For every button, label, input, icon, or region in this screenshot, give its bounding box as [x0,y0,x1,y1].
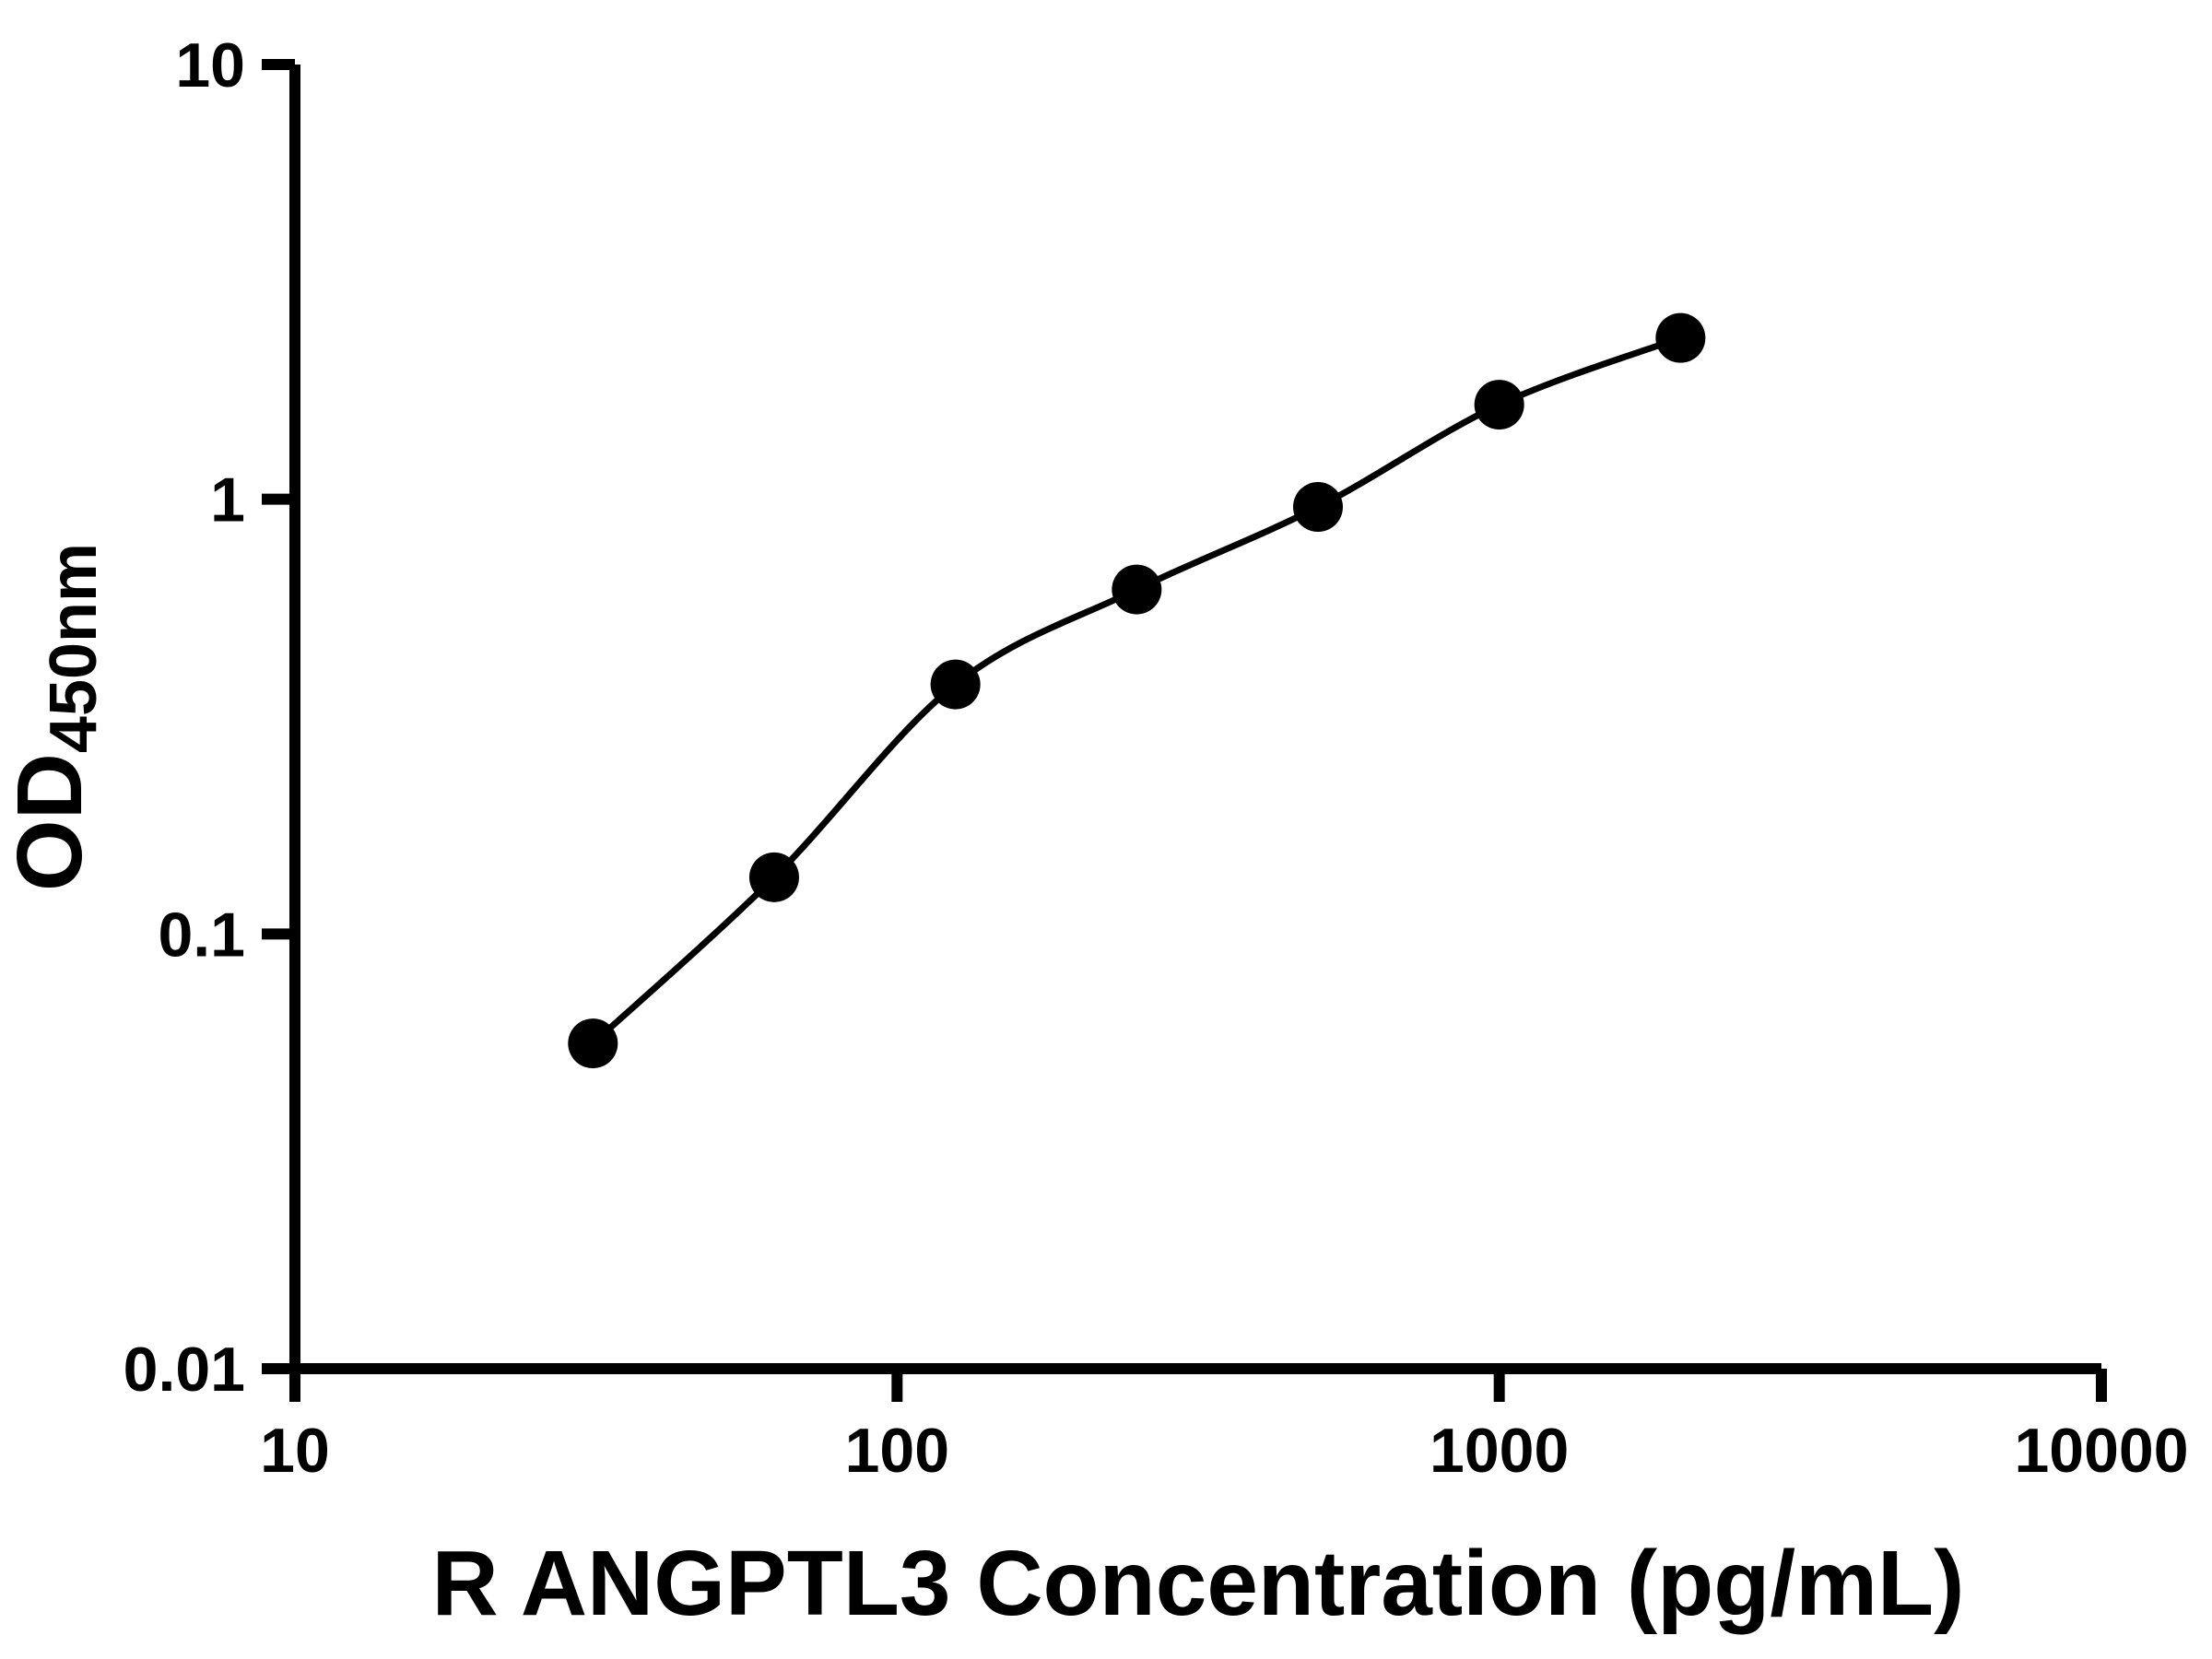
x-tick-label: 1000 [1430,1416,1569,1486]
y-axis-title-main: OD [0,753,101,891]
y-tick-label: 10 [175,30,245,100]
data-point [1655,312,1706,363]
data-point [568,1018,618,1069]
y-tick-label: 0.1 [158,900,245,970]
data-point [748,852,799,902]
y-tick-label: 1 [210,465,245,535]
data-point [1474,380,1524,430]
plot-area: 10 100 1000 10000 0.01 0.1 1 10 [124,30,2189,1486]
x-tick-label: 100 [845,1416,949,1486]
fit-curve [590,335,1682,1046]
data-point [930,659,981,710]
data-point [1292,482,1343,533]
x-axis-title: R ANGPTL3 Concentration (pg/mL) [432,1532,1965,1635]
x-tick-label: 10000 [2014,1416,2188,1486]
y-tick-label: 0.01 [124,1335,245,1405]
y-axis-title: OD450nm [0,543,111,891]
y-axis-title-sub: 450nm [37,543,111,753]
axis-spines [289,65,2101,1374]
data-point [1112,564,1162,615]
x-tick-label: 10 [260,1416,330,1486]
